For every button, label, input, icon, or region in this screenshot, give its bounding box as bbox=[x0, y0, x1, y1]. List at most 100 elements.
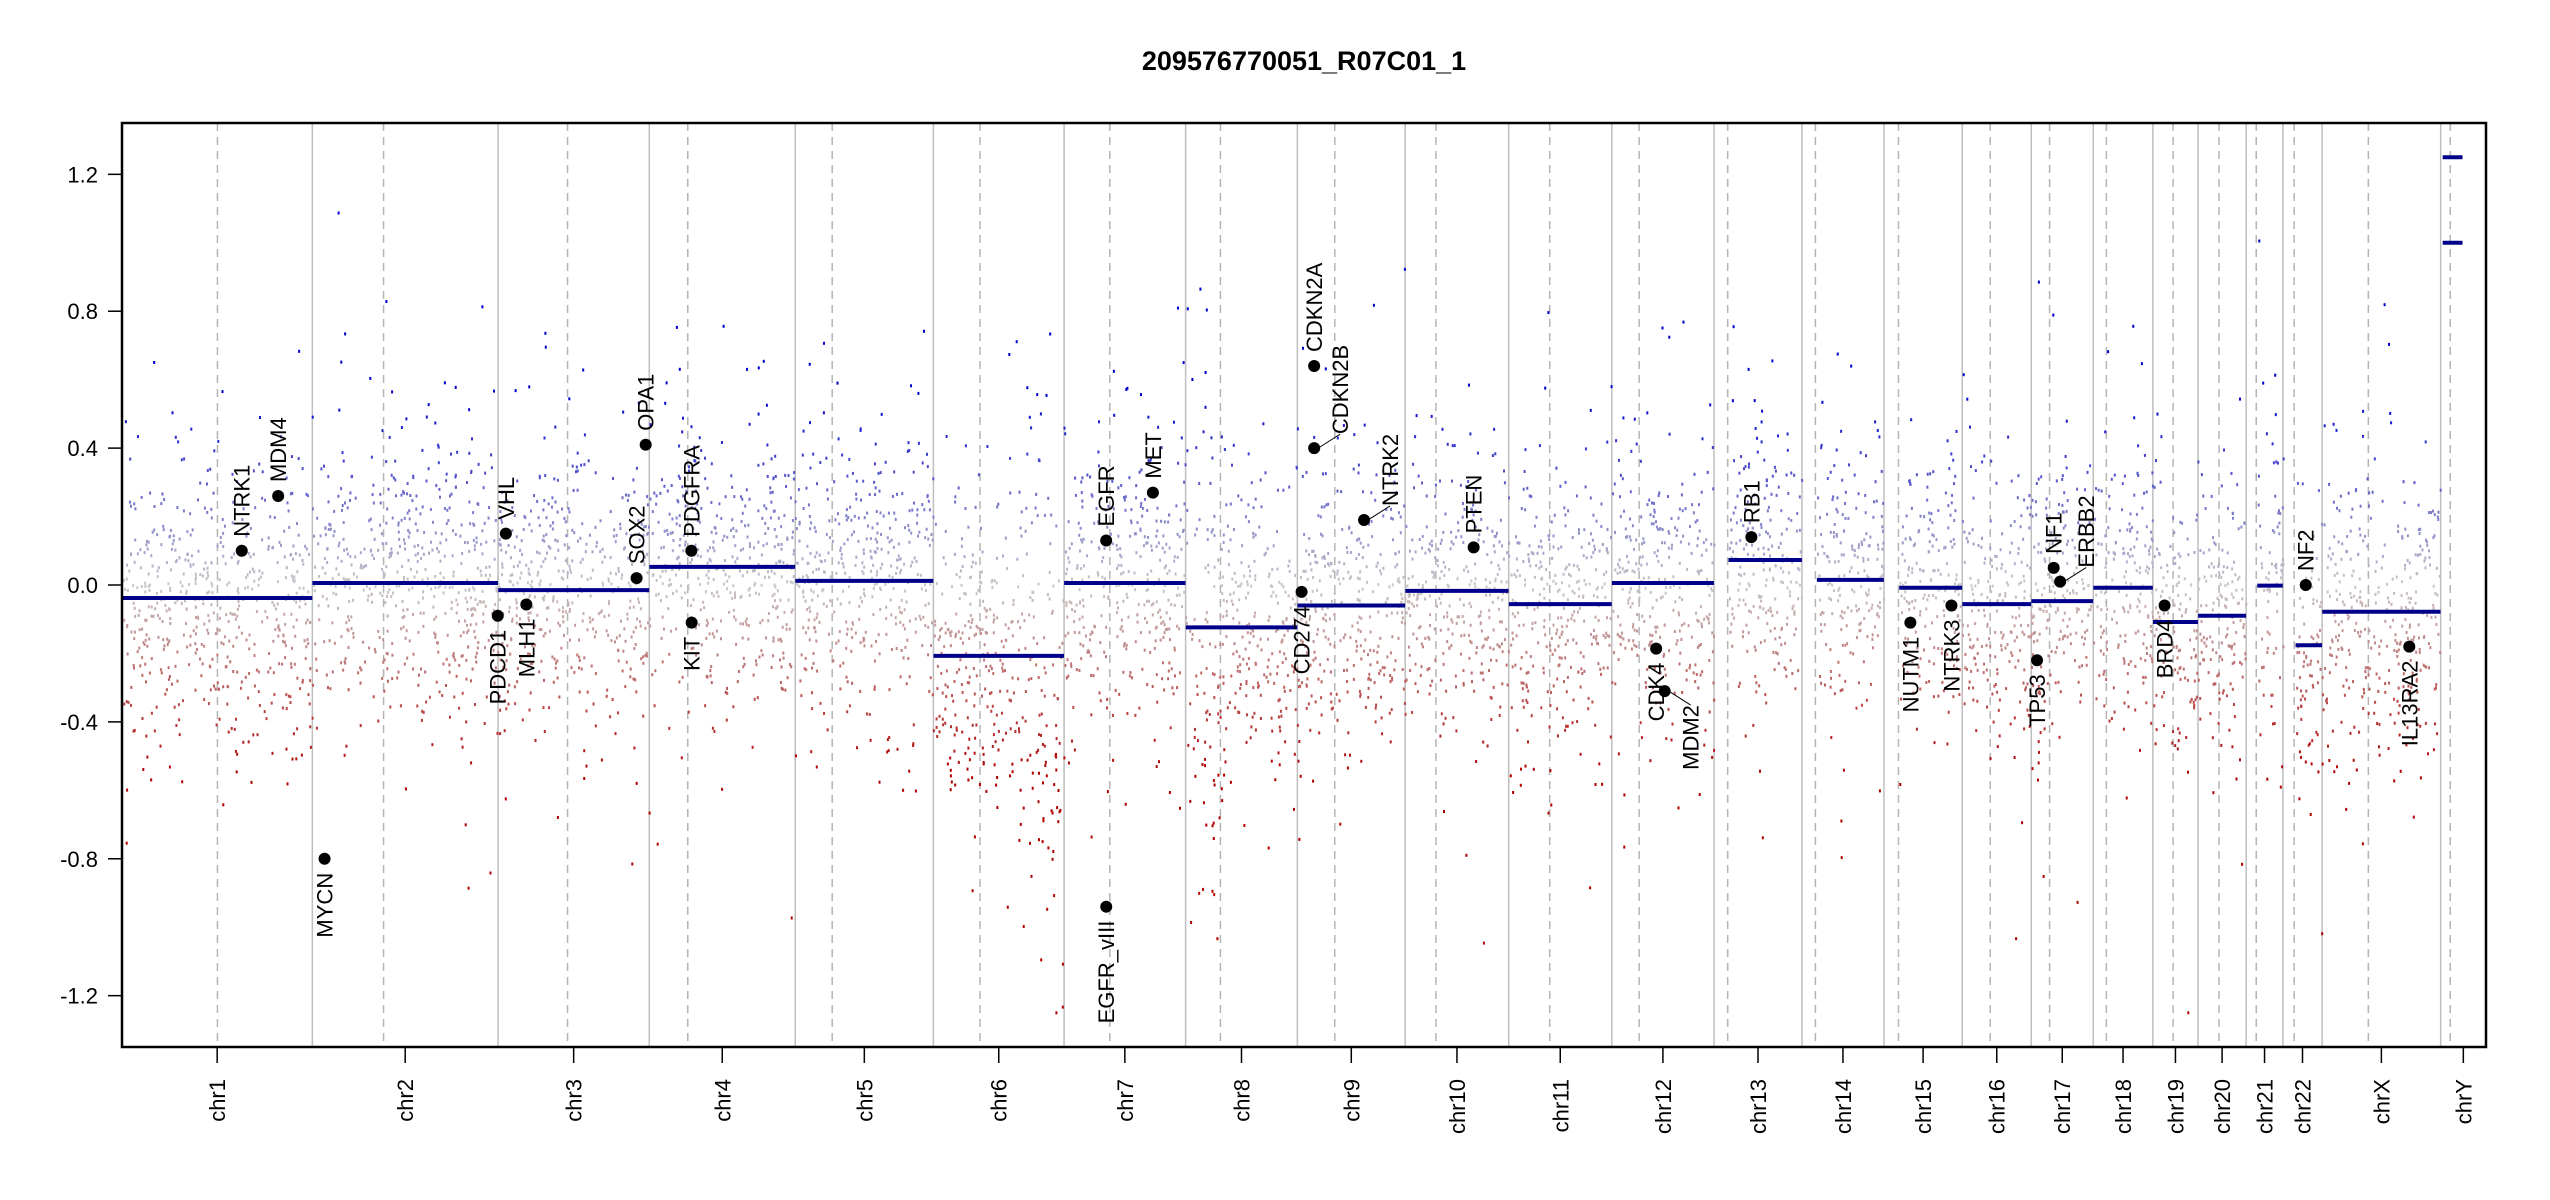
probe-point bbox=[569, 638, 571, 642]
probe-point bbox=[758, 655, 761, 659]
probe-point bbox=[1168, 569, 1171, 573]
probe-point bbox=[609, 556, 612, 560]
probe-point bbox=[290, 574, 293, 578]
probe-point bbox=[248, 647, 251, 651]
probe-point bbox=[1106, 479, 1109, 483]
probe-point bbox=[1679, 540, 1682, 544]
probe-point bbox=[1341, 528, 1344, 531]
probe-point bbox=[1038, 459, 1041, 463]
probe-point bbox=[501, 633, 504, 637]
probe-point bbox=[207, 702, 210, 706]
probe-point bbox=[928, 689, 931, 693]
probe-point bbox=[148, 671, 151, 675]
probe-point bbox=[537, 516, 540, 520]
probe-point bbox=[501, 641, 504, 645]
probe-point bbox=[826, 728, 829, 732]
probe-point bbox=[899, 557, 902, 561]
probe-point bbox=[583, 656, 586, 660]
probe-point bbox=[773, 528, 776, 531]
probe-point bbox=[359, 681, 362, 685]
probe-point bbox=[931, 621, 934, 625]
probe-point bbox=[406, 577, 409, 581]
probe-point bbox=[1134, 532, 1137, 536]
probe-point bbox=[414, 522, 417, 526]
probe-point bbox=[908, 619, 911, 623]
probe-point bbox=[210, 561, 213, 565]
probe-point bbox=[1678, 596, 1681, 599]
probe-point bbox=[1494, 452, 1497, 456]
probe-point bbox=[823, 712, 825, 715]
probe-point bbox=[723, 534, 726, 538]
probe-point bbox=[383, 575, 386, 579]
probe-point bbox=[1439, 601, 1442, 605]
probe-point bbox=[1694, 520, 1697, 524]
probe-point bbox=[1117, 534, 1120, 538]
probe-point bbox=[1116, 567, 1118, 570]
probe-point bbox=[1671, 722, 1674, 726]
probe-point bbox=[1578, 607, 1581, 610]
probe-point bbox=[1566, 724, 1569, 728]
probe-point bbox=[974, 736, 977, 740]
probe-point bbox=[1480, 662, 1483, 666]
probe-point bbox=[728, 610, 731, 614]
probe-point bbox=[763, 504, 766, 508]
probe-point bbox=[1770, 609, 1772, 613]
probe-point bbox=[851, 621, 854, 624]
probe-point bbox=[1303, 533, 1306, 536]
probe-point bbox=[342, 459, 345, 463]
probe-point bbox=[977, 473, 980, 477]
probe-point bbox=[1682, 534, 1685, 538]
probe-point bbox=[1500, 580, 1503, 584]
probe-point bbox=[554, 425, 557, 429]
probe-point bbox=[661, 478, 663, 482]
probe-point bbox=[377, 719, 380, 723]
probe-point bbox=[626, 617, 629, 621]
probe-point bbox=[1222, 681, 1225, 685]
probe-point bbox=[1065, 601, 1068, 605]
probe-point bbox=[1772, 576, 1775, 580]
probe-point bbox=[422, 552, 425, 556]
probe-point bbox=[753, 569, 756, 572]
probe-point bbox=[391, 390, 394, 394]
probe-point bbox=[771, 490, 774, 494]
probe-point bbox=[1173, 646, 1176, 650]
probe-point bbox=[419, 512, 422, 516]
probe-point bbox=[1168, 627, 1171, 631]
probe-point bbox=[1549, 643, 1552, 647]
probe-point bbox=[1231, 603, 1234, 606]
probe-point bbox=[165, 688, 168, 692]
probe-point bbox=[1468, 601, 1471, 605]
probe-point bbox=[170, 568, 172, 572]
probe-point bbox=[1463, 507, 1466, 511]
probe-point bbox=[924, 624, 927, 628]
probe-point bbox=[538, 551, 541, 555]
probe-point bbox=[1741, 635, 1744, 639]
probe-point bbox=[233, 552, 236, 556]
probe-point bbox=[702, 600, 705, 604]
probe-point bbox=[980, 526, 982, 530]
probe-point bbox=[850, 518, 853, 522]
probe-point bbox=[903, 562, 906, 566]
probe-point bbox=[194, 572, 197, 576]
probe-point bbox=[1403, 702, 1406, 705]
probe-point bbox=[1667, 530, 1670, 533]
probe-point bbox=[1485, 585, 1488, 589]
probe-point bbox=[1707, 617, 1710, 621]
probe-point bbox=[1753, 645, 1756, 649]
probe-point bbox=[1147, 536, 1149, 539]
probe-point bbox=[407, 558, 410, 562]
probe-point bbox=[933, 634, 936, 638]
probe-point bbox=[201, 662, 204, 666]
probe-point bbox=[1195, 674, 1198, 678]
probe-point bbox=[1254, 728, 1257, 732]
probe-point bbox=[612, 477, 614, 480]
probe-point bbox=[1293, 667, 1296, 671]
probe-point bbox=[1523, 470, 1526, 473]
probe-point bbox=[512, 565, 515, 569]
probe-point bbox=[954, 495, 957, 499]
probe-point bbox=[1518, 541, 1521, 545]
probe-point bbox=[1472, 513, 1475, 517]
probe-point bbox=[1263, 673, 1266, 677]
probe-point bbox=[1699, 605, 1702, 609]
probe-point bbox=[1786, 432, 1789, 436]
